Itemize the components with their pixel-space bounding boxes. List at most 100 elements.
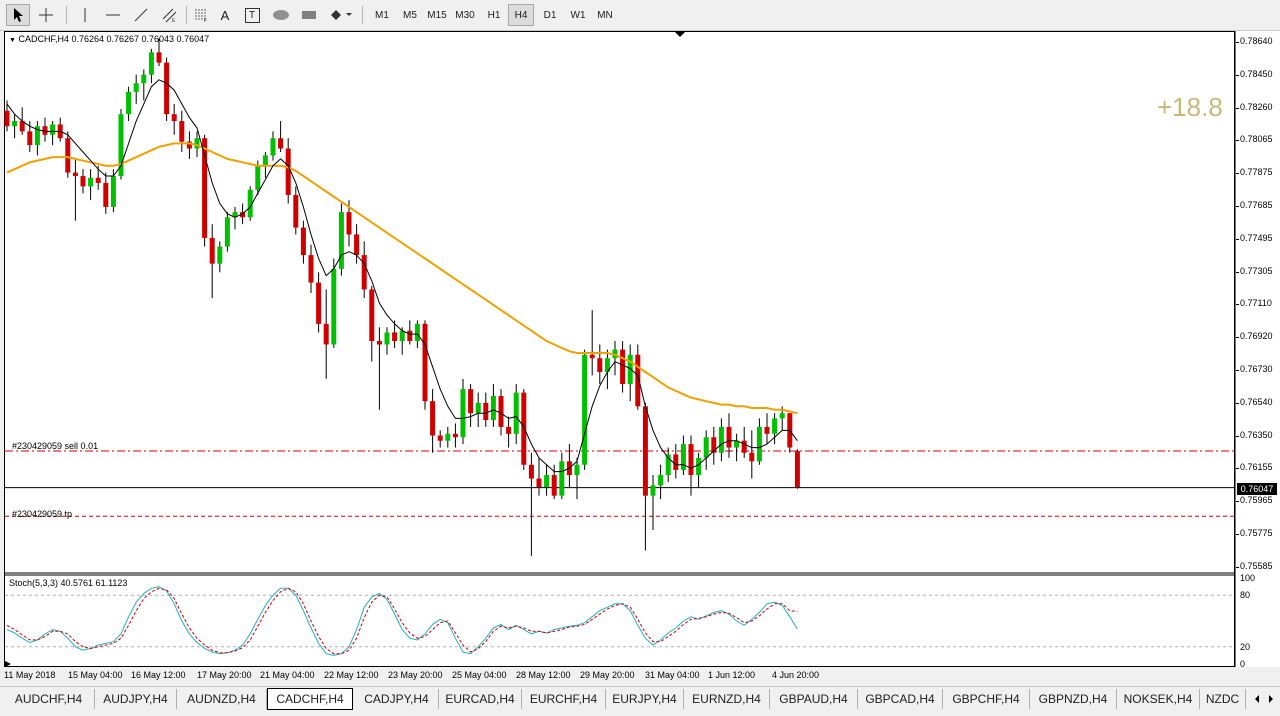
- tab-cadjpy-h4[interactable]: CADJPY,H4: [355, 689, 439, 709]
- price-tick: [1236, 402, 1239, 404]
- time-label: 28 May 12:00: [516, 670, 571, 680]
- toolbar-separator: [186, 6, 187, 24]
- price-tick: [1236, 74, 1239, 76]
- price-tick: [1236, 337, 1239, 339]
- price-tick: [1236, 173, 1239, 175]
- time-label: 15 May 04:00: [68, 670, 123, 680]
- tab-audjpy-h4[interactable]: AUDJPY,H4: [95, 689, 177, 709]
- time-label: 4 Jun 20:00: [772, 670, 820, 680]
- timeframe-m1-button[interactable]: M1: [375, 9, 389, 21]
- arrows-icon: [331, 10, 341, 20]
- ellipse-tool-button[interactable]: [268, 4, 294, 26]
- price-tick: [1236, 304, 1239, 306]
- timeframe-h1-button[interactable]: H1: [487, 9, 501, 21]
- time-label: 31 May 04:00: [645, 670, 700, 680]
- tab-audchf-h4[interactable]: AUDCHF,H4: [3, 689, 95, 709]
- tab-gbpcad-h4[interactable]: GBPCAD,H4: [858, 689, 943, 709]
- fibonacci-tool-button[interactable]: F: [190, 4, 212, 26]
- chart-toolbar: E F A T M1 M5 M15 M30 H1 H4 D1 W1 MN: [0, 0, 1280, 31]
- price-tick: [1236, 435, 1239, 437]
- price-label: 0.75585: [1240, 560, 1273, 571]
- price-tick: [1236, 468, 1239, 470]
- tab-gbpchf-h4[interactable]: GBPCHF,H4: [943, 689, 1030, 709]
- price-label: 0.76540: [1240, 396, 1273, 407]
- price-label: 0.77305: [1240, 265, 1273, 276]
- crosshair-tool-button[interactable]: [34, 4, 58, 26]
- time-label: 16 May 12:00: [131, 670, 186, 680]
- price-tick: [1236, 238, 1239, 240]
- rectangle-tool-button[interactable]: [297, 4, 321, 26]
- text-label-tool-button[interactable]: T: [241, 4, 263, 26]
- timeframe-m5-button[interactable]: M5: [403, 9, 417, 21]
- timeframe-d1-button[interactable]: D1: [543, 9, 557, 21]
- price-tick: [1236, 42, 1239, 43]
- price-label: 0.78260: [1240, 101, 1273, 112]
- tab-noksek-h4[interactable]: NOKSEK,H4: [1117, 689, 1200, 709]
- tab-gbpnzd-h4[interactable]: GBPNZD,H4: [1030, 689, 1117, 709]
- tab-scroll-right-button[interactable]: [1264, 691, 1278, 707]
- vertical-line-tool-button[interactable]: [74, 4, 96, 26]
- chart-window[interactable]: [4, 31, 1235, 667]
- equidistant-channel-tool-button[interactable]: E: [157, 4, 181, 26]
- toolbar-separator: [66, 6, 67, 24]
- timeframe-m30-button[interactable]: M30: [455, 9, 475, 21]
- timeframe-mn-button[interactable]: MN: [597, 9, 613, 21]
- price-label: 0.77875: [1240, 167, 1273, 178]
- horizontal-line-tool-button[interactable]: [101, 4, 125, 26]
- tp-order-label: #230429059 tp: [12, 509, 73, 519]
- osc-level-label: 80: [1240, 590, 1251, 601]
- svg-text:E: E: [172, 18, 176, 23]
- price-tick: [1236, 206, 1239, 207]
- vertical-line-icon: [84, 8, 86, 22]
- timeframe-h4-button[interactable]: H4: [508, 4, 534, 26]
- text-tool-button[interactable]: A: [220, 7, 230, 23]
- profit-value: +18.8: [1157, 92, 1223, 122]
- price-tick: [1236, 566, 1239, 568]
- price-tick: [1236, 107, 1239, 109]
- crosshair-icon: [39, 8, 53, 22]
- cursor-icon: [14, 8, 23, 22]
- text-label-icon: T: [244, 7, 260, 23]
- tab-gbpaud-h4[interactable]: GBPAUD,H4: [770, 689, 858, 709]
- tab-eurnzd-h4[interactable]: EURNZD,H4: [684, 689, 770, 709]
- horizontal-line-icon: [106, 14, 120, 16]
- time-label: 23 May 20:00: [388, 670, 443, 680]
- symbol-info-text: CADCHF,H4 0.76264 0.76267 0.76043 0.7604…: [18, 34, 210, 44]
- price-label: 0.77495: [1240, 232, 1273, 243]
- time-label: 17 May 20:00: [197, 670, 252, 680]
- sell-order-label: #230429059 sell 0.01: [12, 441, 99, 451]
- time-label: 22 May 12:00: [324, 670, 379, 680]
- price-label: 0.76730: [1240, 364, 1273, 374]
- tab-audnzd-h4[interactable]: AUDNZD,H4: [177, 689, 267, 709]
- time-label: 25 May 04:00: [452, 670, 507, 680]
- price-label: 0.76920: [1240, 331, 1273, 342]
- trendline-tool-button[interactable]: [129, 4, 153, 26]
- tab-scroll-left-button[interactable]: [1250, 691, 1264, 707]
- price-tick: [1236, 370, 1239, 371]
- osc-level-label: 20: [1240, 641, 1251, 652]
- oscillator-axis[interactable]: 100 80 20 0: [1236, 573, 1280, 669]
- current-price-label: 0.76047: [1237, 483, 1277, 495]
- tab-eurcad-h4[interactable]: EURCAD,H4: [439, 689, 522, 709]
- tab-eurjpy-h4[interactable]: EURJPY,H4: [606, 689, 684, 709]
- price-tick: [1236, 140, 1239, 142]
- price-label: 0.75775: [1240, 528, 1273, 538]
- price-label: 0.76155: [1240, 462, 1273, 473]
- chevron-right-icon: [1269, 695, 1273, 703]
- equidistant-channel-icon: E: [162, 8, 177, 23]
- tab-cadchf-h4[interactable]: CADCHF,H4: [267, 688, 353, 710]
- timeframe-m15-button[interactable]: M15: [427, 9, 447, 21]
- collapse-arrow-icon[interactable]: ▼: [9, 37, 16, 44]
- price-label: 0.78450: [1240, 68, 1273, 79]
- price-label: 0.75965: [1240, 495, 1273, 506]
- ellipse-icon: [273, 10, 289, 20]
- timeframe-w1-button[interactable]: W1: [570, 9, 586, 21]
- tab-nzdc[interactable]: NZDC: [1200, 689, 1246, 709]
- price-tick: [1236, 534, 1239, 535]
- cursor-tool-button[interactable]: [6, 4, 30, 26]
- tab-eurchf-h4[interactable]: EURCHF,H4: [522, 689, 606, 709]
- toolbar-separator: [362, 6, 363, 24]
- price-tick: [1236, 501, 1239, 503]
- arrows-tool-button[interactable]: [326, 4, 356, 26]
- time-label: 11 May 2018: [4, 670, 56, 680]
